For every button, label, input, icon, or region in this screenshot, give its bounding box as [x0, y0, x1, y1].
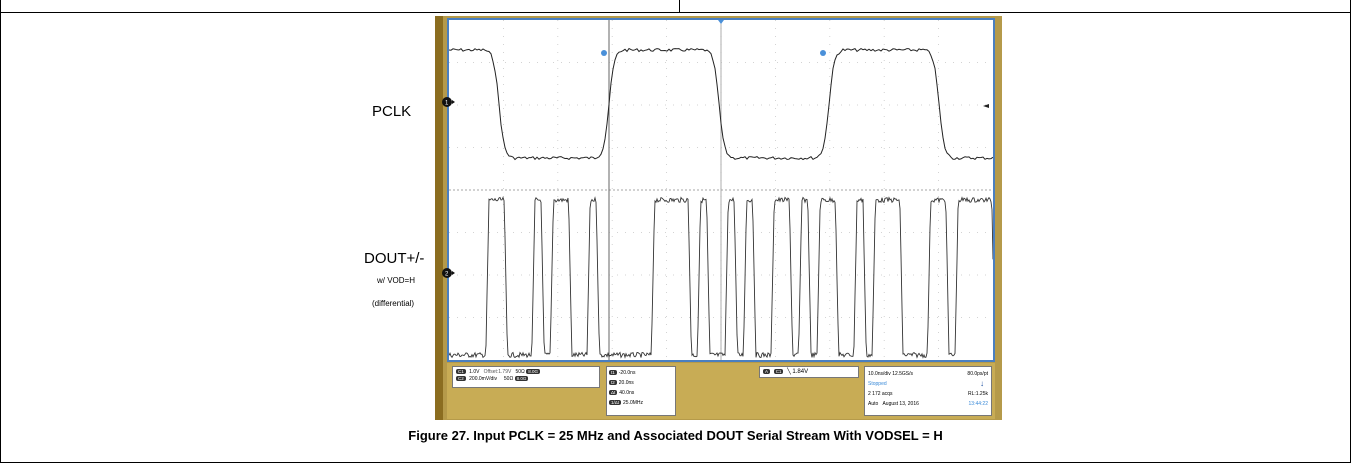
record-length: RL:1.25k — [967, 391, 988, 397]
channel-1-marker: 1 — [442, 97, 455, 107]
point-spacing: 80.0ps/pt — [967, 371, 988, 377]
cursor-freq-tag: 1/Δt — [609, 400, 622, 406]
capture-time: 13:44:22 — [968, 401, 988, 407]
figure-caption: Figure 27. Input PCLK = 25 MHz and Assoc… — [408, 428, 943, 443]
cursor-delta-value: 40.0ns — [619, 390, 635, 396]
pclk-label: PCLK — [372, 103, 412, 120]
cursor-freq-value: 25.0MHz — [623, 400, 644, 406]
cursor-t2-tag: t2 — [609, 380, 617, 386]
acquisition-count: 2 172 acqs — [868, 391, 893, 397]
sample-rate: 12.5GS/s — [892, 371, 914, 377]
cursor-1-marker[interactable] — [601, 50, 607, 56]
arrow-down-icon[interactable]: ↓ — [980, 379, 984, 388]
capture-date: August 13, 2016 — [882, 401, 919, 407]
cursor-2-marker[interactable] — [820, 50, 826, 56]
waveform-display — [449, 20, 993, 360]
cursor-readout-box[interactable]: t1 -20.0ns t2 20.0ns Δt 40.0ns 1/Δt 25.0MHz — [606, 366, 676, 416]
svg-text:2: 2 — [445, 272, 449, 278]
trigger-level-marker — [983, 104, 989, 108]
trigger-source-tag: C1 — [773, 368, 784, 374]
dout-label: DOUT+/- — [364, 250, 425, 267]
table-column-divider — [679, 0, 680, 12]
cursor-delta-tag: Δt — [609, 390, 618, 396]
oscilloscope-screen — [447, 18, 995, 362]
ch2-impedance: 50Ω — [503, 376, 514, 382]
ch1-offset: Offset:1.79V — [483, 369, 512, 375]
svg-text:1: 1 — [445, 101, 449, 107]
ch1-impedance: 50Ω — [515, 369, 525, 375]
graticule — [449, 20, 986, 357]
trigger-box[interactable]: A C1 ╲ 1.84V — [759, 366, 859, 378]
ch2-tag: C2 — [456, 376, 466, 382]
trigger-mode: Auto — [868, 401, 879, 407]
acquisition-state: Stopped — [868, 381, 887, 387]
channel-settings-box[interactable]: C1 1.0V Offset:1.79V 50Ω 8.0G C2 200.0mV… — [452, 366, 600, 388]
dout-note-differential: (differential) — [372, 299, 415, 308]
trigger-level: 1.84V — [792, 369, 809, 375]
trigger-position-marker — [718, 20, 724, 24]
timebase-box[interactable]: 10.0ns/div 12.5GS/s 80.0ps/pt Stopped ↓ … — [864, 366, 992, 416]
ch1-scale: 1.0V — [469, 369, 480, 375]
cursor-t1-value: -20.0ns — [618, 370, 636, 376]
trigger-edge-icon: ╲ — [787, 369, 791, 375]
timebase-div: 10.0ns/div — [868, 371, 891, 377]
dout-waveform — [449, 196, 993, 359]
ch2-scale: 200.0mV/div — [469, 376, 497, 382]
ch2-bandwidth: 8.0G — [514, 376, 529, 382]
pclk-waveform — [449, 47, 993, 161]
dout-note-vod: w/ VOD=H — [377, 276, 416, 285]
trigger-a-tag: A — [763, 368, 771, 374]
ch1-bandwidth: 8.0G — [526, 369, 540, 375]
cursor-t1-tag: t1 — [609, 370, 617, 376]
table-top-border — [0, 0, 1351, 13]
channel-2-marker: 2 — [442, 268, 455, 278]
cursor-t2-value: 20.0ns — [618, 380, 634, 386]
oscilloscope-left-band — [435, 16, 443, 420]
ch1-tag: C1 — [456, 369, 466, 375]
